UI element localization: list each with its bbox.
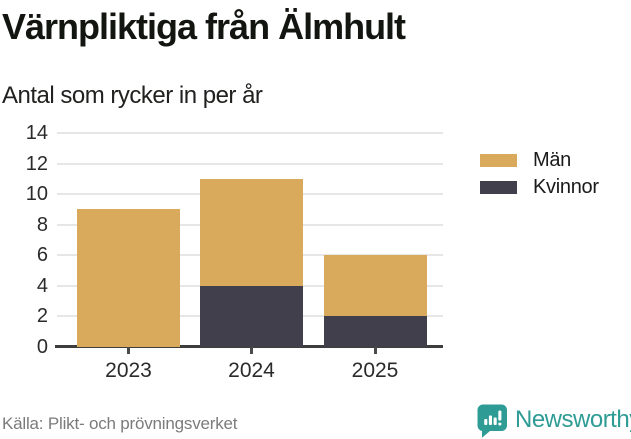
bar-segment-män-2023 xyxy=(77,209,180,347)
x-tick-label-2023: 2023 xyxy=(105,359,152,382)
legend: Män Kvinnor xyxy=(480,149,599,206)
legend-label-kvinnor: Kvinnor xyxy=(533,176,599,198)
y-tick-label-14: 14 xyxy=(25,122,48,144)
x-tick-label-2025: 2025 xyxy=(351,359,399,382)
legend-swatch-kvinnor xyxy=(480,181,517,194)
y-tick-label-4: 4 xyxy=(36,274,48,297)
gridline-y12 xyxy=(57,162,443,165)
bar-segment-män-2024 xyxy=(200,178,303,286)
x-tick-mark-2023 xyxy=(127,347,130,354)
y-tick-label-0: 0 xyxy=(36,336,48,358)
bar-segment-män-2025 xyxy=(323,255,427,317)
newsworthy-logo-icon xyxy=(477,404,507,438)
plot-area: 0 2 4 6 8 10 12 14 2023 2024 2025 xyxy=(26,122,443,382)
x-tick-mark-2024 xyxy=(250,347,253,354)
bar-segment-kvinnor-2024 xyxy=(200,285,303,347)
y-tick-label-10: 10 xyxy=(25,183,48,206)
x-tick-mark-2025 xyxy=(373,347,377,354)
source-note: Källa: Plikt- och prövningsverket xyxy=(2,414,238,433)
legend-swatch-män xyxy=(480,154,517,167)
newsworthy-brand-link[interactable]: Newsworthy xyxy=(477,404,631,438)
newsworthy-wordmark: Newsworthy xyxy=(515,406,631,433)
y-tick-label-6: 6 xyxy=(36,244,48,267)
y-tick-label-8: 8 xyxy=(36,213,48,236)
legend-item-män: Män xyxy=(480,149,599,171)
chart-title: Värnpliktiga från Älmhult xyxy=(2,6,406,47)
y-tick-label-2: 2 xyxy=(36,305,48,328)
gridline-y14 xyxy=(57,132,443,134)
x-tick-label-2024: 2024 xyxy=(228,359,275,382)
y-tick-label-12: 12 xyxy=(25,152,48,175)
bar-segment-kvinnor-2025 xyxy=(323,316,427,347)
legend-label-män: Män xyxy=(533,149,572,171)
legend-item-kvinnor: Kvinnor xyxy=(480,176,599,198)
chart-subtitle: Antal som rycker in per år xyxy=(2,82,263,109)
